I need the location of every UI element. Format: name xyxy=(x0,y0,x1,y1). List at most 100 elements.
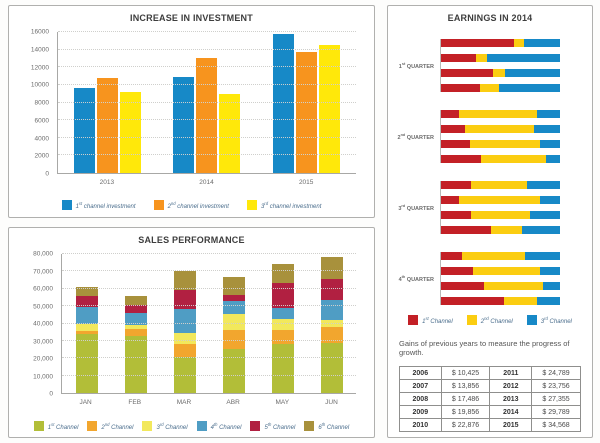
earnings-bar xyxy=(441,226,560,234)
quarter-group: 3rd QUARTER xyxy=(396,181,560,234)
bar-segment xyxy=(462,252,526,260)
value-cell: $ 34,568 xyxy=(531,418,581,432)
legend-item: 3rd Channel xyxy=(526,315,572,325)
stacked-bar xyxy=(320,254,343,393)
legend-label: 5th Channel xyxy=(264,421,296,431)
bar-segment xyxy=(533,125,560,133)
bar xyxy=(173,76,195,173)
bar-segment xyxy=(271,329,294,345)
y-tick-label: 4000 xyxy=(34,135,49,142)
bar-group-JUN xyxy=(307,254,356,393)
bar-segment xyxy=(458,110,538,118)
bar-segment xyxy=(521,226,560,234)
bar-segment xyxy=(222,348,245,393)
legend-swatch-icon xyxy=(250,421,261,431)
legend-swatch-icon xyxy=(153,200,164,210)
y-tick-label: 0 xyxy=(49,390,53,398)
table-row: 2007 $ 13,856 2012 $ 23,756 xyxy=(399,379,581,393)
bar-group-2014 xyxy=(157,32,256,173)
legend-label: 2nd channel investment xyxy=(167,200,229,210)
gridline xyxy=(58,101,356,103)
legend-label: 2nd Channel xyxy=(101,421,134,431)
bar xyxy=(295,52,317,173)
stacked-bar xyxy=(271,254,294,393)
sales-y-axis: 0 10,000 20,000 30,000 40,000 50,000 60,000 70,… xyxy=(19,251,57,398)
earnings-chart-title: EARNINGS IN 2014 xyxy=(447,13,533,23)
bar-segment xyxy=(441,69,494,77)
bar-segment xyxy=(481,155,546,163)
bar-segment xyxy=(271,319,294,330)
y-tick-label: 50,000 xyxy=(33,303,53,310)
bar-segment xyxy=(513,39,525,47)
bar-segment xyxy=(320,326,343,344)
year-cell: 2008 xyxy=(399,392,442,406)
gridline xyxy=(62,287,356,289)
bar-segment xyxy=(320,256,343,280)
bar-segment xyxy=(222,294,245,301)
bar-segment xyxy=(124,328,147,336)
bar-segment xyxy=(441,211,471,219)
sales-chart-title: SALES PERFORMANCE xyxy=(138,235,245,245)
earnings-bar xyxy=(441,155,560,163)
bar xyxy=(74,87,96,173)
bar-group-MAY xyxy=(258,254,307,393)
legend-label: 3rd Channel xyxy=(540,315,572,325)
bar xyxy=(97,77,119,173)
year-cell: 2013 xyxy=(489,392,533,406)
earnings-bar xyxy=(441,110,560,118)
bar-segment xyxy=(441,54,476,62)
gridline xyxy=(58,31,356,32)
gains-table: 2006 $ 10,425 2011 $ 24,789 2007 $ 13,856 2012… xyxy=(399,366,581,432)
bar-segment xyxy=(537,297,560,305)
bar xyxy=(318,45,340,173)
earnings-bar xyxy=(441,181,560,189)
legend-label: 1st channel investment xyxy=(75,200,136,210)
gridline xyxy=(62,253,356,254)
gridline xyxy=(62,305,356,307)
bar-segment xyxy=(441,39,514,47)
stacked-bar xyxy=(222,254,245,393)
bar-segment xyxy=(173,271,196,290)
x-axis-label: FEB xyxy=(128,399,142,406)
bar-segment xyxy=(441,267,474,275)
bar-segment xyxy=(545,155,560,163)
year-cell: 2011 xyxy=(489,366,533,380)
value-cell: $ 19,856 xyxy=(440,405,491,419)
bar-segment xyxy=(475,54,488,62)
year-cell: 2014 xyxy=(489,405,533,419)
x-axis-label: MAR xyxy=(176,399,192,406)
bar-group-MAR xyxy=(160,254,209,393)
legend-swatch-icon xyxy=(304,421,315,431)
bar-segment xyxy=(483,282,544,290)
bar-segment xyxy=(504,297,538,305)
gridline xyxy=(58,66,356,68)
legend-item: 2nd Channel xyxy=(87,421,133,431)
y-tick-label: 10000 xyxy=(30,81,49,89)
value-cell: $ 17,486 xyxy=(440,392,491,406)
bar-segment xyxy=(524,39,560,47)
quarter-bars xyxy=(440,110,560,163)
legend-label: 2nd Channel xyxy=(480,315,513,325)
legend-swatch-icon xyxy=(87,421,98,431)
bar-segment xyxy=(271,307,294,320)
bar-segment xyxy=(458,196,540,204)
legend-label: 3rd channel investment xyxy=(260,200,322,210)
value-cell: $ 24,789 xyxy=(531,366,581,380)
legend-label: 4th Channel xyxy=(210,421,242,431)
bar-segment xyxy=(539,267,560,275)
bar-group-2015 xyxy=(257,32,356,173)
x-axis-label: JUN xyxy=(325,399,338,406)
legend-label: 6th Channel xyxy=(318,421,350,431)
investment-chart-title: INCREASE IN INVESTMENT xyxy=(130,13,253,23)
earnings-bar xyxy=(441,140,560,148)
panel-investment-chart: INCREASE IN INVESTMENT 0 2000 4000 6000 8000… xyxy=(8,5,375,218)
value-cell: $ 10,425 xyxy=(440,366,491,380)
table-row: 2008 $ 17,486 2013 $ 27,355 xyxy=(399,392,581,406)
sales-plot-area xyxy=(61,253,356,394)
table-row: 2009 $ 19,856 2014 $ 29,789 xyxy=(399,405,581,419)
bar-segment xyxy=(320,300,343,321)
bar-segment xyxy=(124,313,147,326)
quarter-bars xyxy=(440,181,560,234)
legend-swatch-icon xyxy=(466,315,477,325)
quarter-group: 2nd QUARTER xyxy=(396,110,560,163)
